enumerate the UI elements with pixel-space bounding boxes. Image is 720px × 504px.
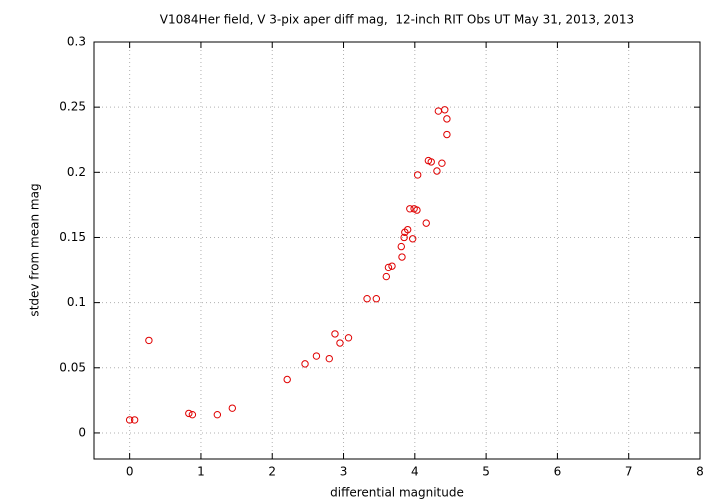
point (228, 404, 237, 412)
point (185, 409, 193, 418)
point (443, 130, 451, 139)
point (213, 410, 222, 419)
point (397, 242, 405, 251)
point (363, 295, 371, 303)
point (388, 262, 396, 270)
point (384, 263, 393, 272)
y-tick-label: 0.3 (67, 35, 86, 49)
point (438, 159, 446, 167)
point (408, 235, 417, 243)
plot-frame (93, 41, 701, 460)
y-tick-label: 0.05 (59, 360, 86, 374)
y-tick-label: 0.2 (67, 165, 86, 179)
point (443, 115, 451, 123)
x-tick-label: 2 (268, 465, 276, 479)
point (344, 334, 353, 342)
point (400, 233, 408, 242)
point (301, 360, 309, 368)
point (403, 225, 412, 234)
x-tick-label: 1 (197, 465, 205, 479)
y-tick-label: 0.15 (59, 230, 86, 244)
x-tick-label: 5 (482, 465, 490, 479)
x-axis-label: differential magnitude (330, 486, 464, 500)
point (188, 410, 197, 419)
point (372, 295, 381, 303)
point (336, 339, 344, 347)
point (325, 354, 333, 363)
point (413, 171, 422, 179)
y-tick-label: 0 (78, 425, 86, 439)
x-tick-label: 3 (340, 465, 348, 479)
y-tick-label: 0.25 (59, 100, 86, 114)
point (125, 416, 134, 424)
x-tick-label: 7 (625, 465, 633, 479)
point (441, 106, 449, 114)
point (331, 330, 339, 338)
point (398, 253, 406, 261)
point (130, 416, 139, 424)
x-tick-label: 4 (411, 465, 419, 479)
chart-title: V1084Her field, V 3-pix aper diff mag, 1… (160, 13, 634, 27)
point (312, 352, 321, 360)
y-tick-label: 0.1 (67, 295, 86, 309)
point (145, 336, 153, 345)
point (413, 206, 421, 214)
x-tick-label: 8 (696, 465, 704, 479)
point (283, 375, 291, 384)
point (422, 219, 430, 227)
point (433, 167, 441, 175)
x-tick-label: 6 (554, 465, 562, 479)
point (406, 205, 414, 213)
y-axis-label: stdev from mean mag (28, 183, 42, 316)
point (427, 158, 435, 166)
x-tick-label: 0 (126, 465, 134, 479)
point (382, 272, 391, 281)
